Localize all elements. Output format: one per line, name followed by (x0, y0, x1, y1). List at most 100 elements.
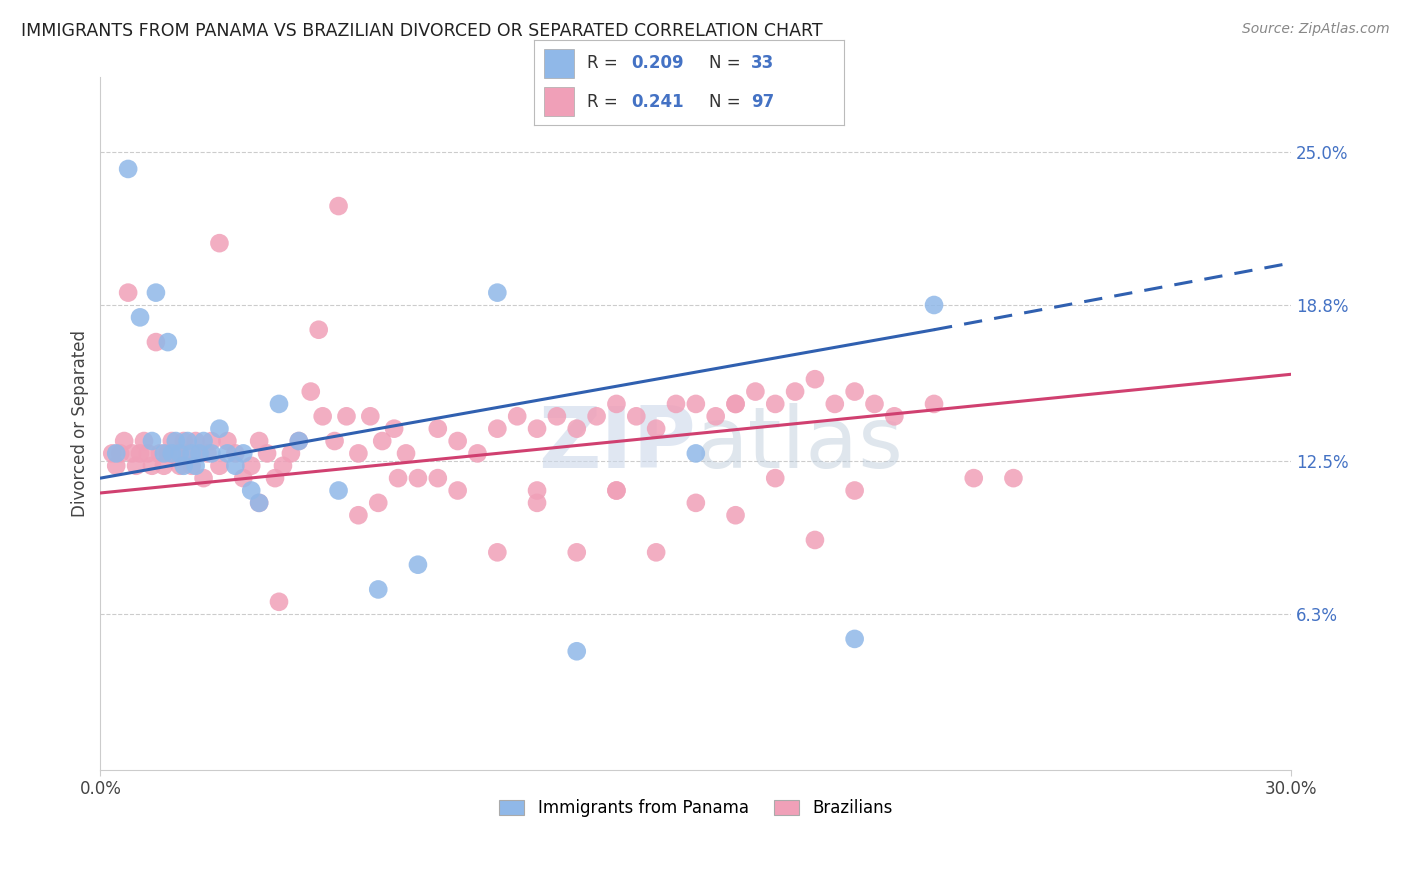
Point (180, 446, 202, 460)
Point (188, 446, 211, 460)
Point (308, 323, 330, 337)
Point (247, 496, 270, 510)
Point (141, 458, 163, 473)
Point (704, 409, 727, 424)
Point (145, 285, 167, 300)
Point (783, 384, 806, 399)
Point (665, 397, 688, 411)
Point (101, 446, 124, 460)
Point (193, 434, 215, 448)
Text: N =: N = (709, 93, 747, 111)
Point (645, 422, 668, 436)
Point (844, 384, 866, 399)
Point (132, 434, 155, 448)
Point (763, 471, 786, 485)
Point (224, 446, 246, 460)
Point (863, 397, 886, 411)
Point (208, 458, 231, 473)
Point (197, 446, 219, 460)
Point (108, 446, 131, 460)
Point (208, 422, 231, 436)
Point (395, 446, 418, 460)
Point (156, 335, 179, 350)
Point (247, 434, 270, 448)
Point (922, 298, 945, 312)
Point (240, 458, 263, 473)
Point (922, 397, 945, 411)
Point (271, 458, 294, 473)
Point (208, 236, 231, 251)
Point (724, 397, 747, 411)
Text: N =: N = (709, 54, 747, 72)
Point (232, 446, 254, 460)
Point (526, 422, 548, 436)
Point (141, 434, 163, 448)
Point (217, 434, 239, 448)
Point (217, 446, 239, 460)
Point (605, 483, 627, 498)
Point (387, 471, 409, 485)
Point (136, 446, 159, 460)
Point (626, 409, 648, 424)
Point (585, 409, 607, 424)
Point (883, 409, 905, 424)
Point (963, 471, 986, 485)
Point (685, 446, 707, 460)
Point (129, 446, 152, 460)
Point (256, 446, 278, 460)
Point (685, 397, 707, 411)
Point (200, 434, 222, 448)
Point (160, 434, 183, 448)
Point (565, 644, 588, 658)
Point (426, 471, 449, 485)
Point (288, 434, 311, 448)
Point (1002, 471, 1025, 485)
Text: ZIP: ZIP (538, 403, 696, 486)
Point (299, 384, 322, 399)
Point (105, 446, 128, 460)
Bar (544, 49, 575, 78)
Point (173, 434, 195, 448)
Point (367, 582, 389, 597)
Point (153, 446, 176, 460)
Point (426, 422, 449, 436)
Point (180, 458, 202, 473)
Point (105, 458, 128, 473)
Point (804, 533, 827, 547)
Point (506, 409, 529, 424)
Point (328, 483, 350, 498)
Point (335, 409, 357, 424)
Text: 0.241: 0.241 (631, 93, 685, 111)
Point (117, 285, 139, 300)
Point (382, 422, 405, 436)
Point (446, 434, 468, 448)
Point (526, 496, 548, 510)
Point (156, 446, 179, 460)
Point (247, 496, 270, 510)
Point (153, 458, 176, 473)
Text: R =: R = (586, 54, 623, 72)
Point (347, 508, 370, 523)
Point (224, 458, 246, 473)
Text: 97: 97 (751, 93, 775, 111)
Point (724, 397, 747, 411)
Text: Source: ZipAtlas.com: Source: ZipAtlas.com (1241, 22, 1389, 37)
Point (145, 335, 167, 350)
Text: IMMIGRANTS FROM PANAMA VS BRAZILIAN DIVORCED OR SEPARATED CORRELATION CHART: IMMIGRANTS FROM PANAMA VS BRAZILIAN DIVO… (21, 22, 823, 40)
Point (804, 372, 827, 386)
Point (267, 595, 290, 609)
Point (149, 446, 172, 460)
Point (264, 471, 287, 485)
Point (605, 483, 627, 498)
Point (267, 397, 290, 411)
Point (184, 434, 207, 448)
Point (173, 458, 195, 473)
Point (125, 458, 148, 473)
Point (193, 471, 215, 485)
Point (526, 483, 548, 498)
Point (645, 545, 668, 559)
Point (486, 545, 509, 559)
Point (121, 446, 143, 460)
Point (288, 434, 311, 448)
Point (169, 458, 191, 473)
